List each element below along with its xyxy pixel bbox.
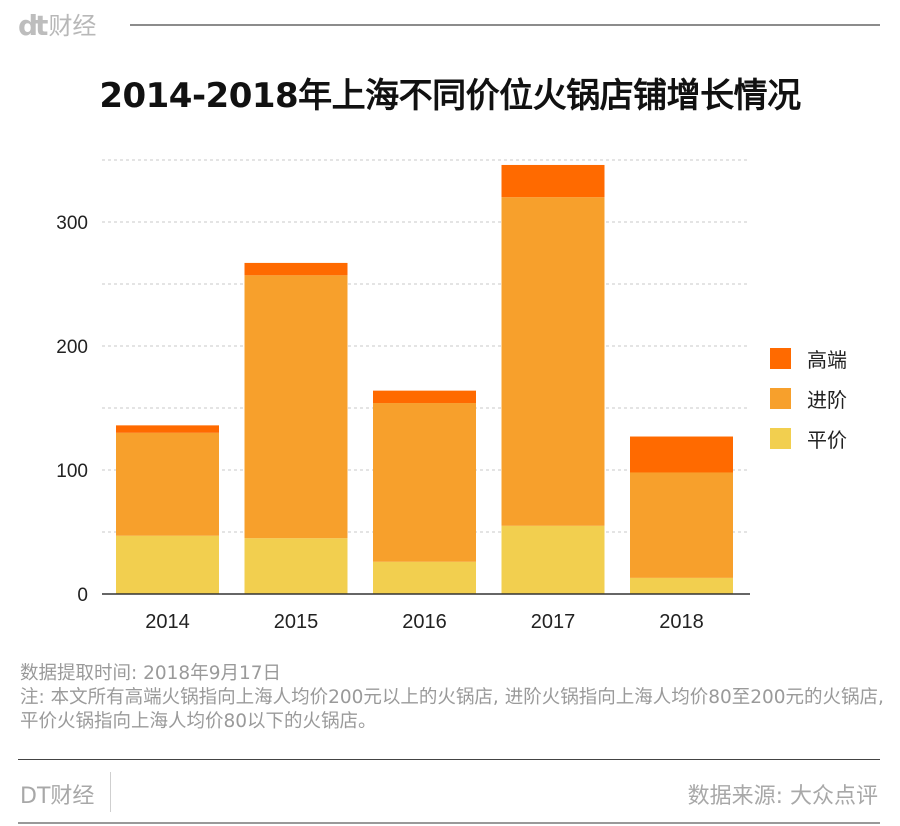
legend-swatch [770,347,791,369]
legend-label: 进阶 [807,387,847,412]
footer-separator [110,772,111,812]
footer-brand: DT财经 [20,784,95,809]
x-tick-label: 2015 [274,611,319,633]
bar-stack-2014 [116,425,219,594]
footer-divider-bottom [18,822,880,824]
legend: 高端 进阶 平价 [770,338,847,458]
x-tick-label: 2016 [402,611,447,633]
bar-segment [630,436,733,473]
footer-divider-top [18,759,880,760]
bars [116,164,733,594]
bar-segment [501,197,605,526]
x-tick-label: 2018 [659,611,704,633]
y-tick-label: 300 [56,213,88,234]
bar-segment [373,561,476,594]
y-tick-label: 100 [56,461,88,482]
bar-segment [630,577,733,594]
bar-segment [501,164,605,198]
chart-title: 2014-2018年上海不同价位火锅店铺增长情况 [99,76,801,116]
y-tick-label: 0 [77,585,88,606]
bar-stack-2015 [244,262,348,594]
x-tick-label: 2014 [145,611,190,633]
bar-stack-2017 [501,164,605,594]
bar-segment [116,432,219,536]
x-axis-ticks: 2014 2015 2016 2017 2018 [145,611,704,633]
notes: 数据提取时间: 2018年9月17日 注: 本文所有高端火锅指向上海人均价200… [20,662,890,734]
bar-segment [244,538,348,594]
bar-segment [116,535,219,594]
bar-segment [373,403,476,562]
footer-source: 数据来源: 大众点评 [687,784,878,809]
bar-segment [373,390,476,404]
bar-segment [244,262,348,276]
y-tick-label: 200 [56,337,88,358]
legend-swatch [770,427,791,449]
bar-stack-2018 [630,436,733,594]
y-axis-ticks: 0 100 200 300 [56,213,88,606]
brand-logo: dt 财经 [18,10,96,42]
legend-label: 平价 [807,427,847,452]
x-tick-label: 2017 [531,611,576,633]
legend-item: 进阶 [770,378,847,418]
data-date-note: 数据提取时间: 2018年9月17日 [20,663,282,684]
legend-item: 高端 [770,338,847,378]
bar-segment [116,425,219,433]
brand-name: 财经 [48,12,97,40]
bar-segment [630,472,733,578]
stacked-bar-chart: 0 100 200 300 2014 2015 2016 2017 2018 [56,159,750,633]
bar-stack-2016 [373,390,476,594]
definition-note: 注: 本文所有高端火锅指向上海人均价200元以上的火锅店, 进阶火锅指向上海人均… [20,687,884,732]
logo-mark: dt [18,9,48,42]
legend-item: 平价 [770,418,847,458]
legend-label: 高端 [807,347,847,372]
legend-swatch [770,387,791,409]
bar-segment [501,525,605,594]
bar-segment [244,275,348,539]
header-divider [130,24,880,26]
